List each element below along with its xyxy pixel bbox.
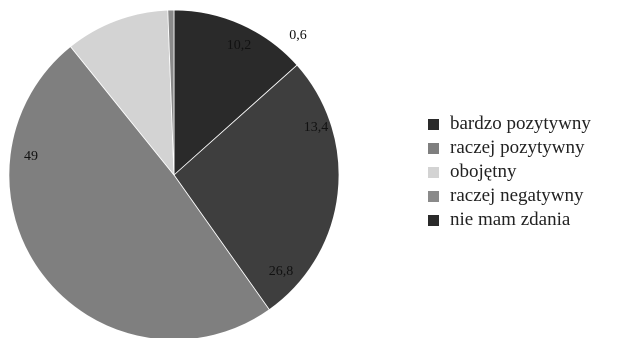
legend-swatch-raczej-negatywny — [428, 190, 439, 202]
legend-item-raczej-negatywny: raczej negatywny — [428, 184, 591, 208]
pie-slice-obojetny — [8, 45, 270, 338]
legend-swatch-nie-mam-zdania — [428, 214, 439, 226]
slice-value-label-raczej-pozytywny: 26,8 — [269, 264, 294, 279]
pie-slice-raczej-pozytywny — [173, 64, 340, 311]
legend-item-raczej-pozytywny: raczej pozytywny — [428, 136, 591, 160]
legend-label-raczej-negatywny: raczej negatywny — [450, 185, 584, 206]
legend-label-raczej-pozytywny: raczej pozytywny — [450, 137, 585, 158]
pie-slice-raczej-negatywny — [69, 9, 175, 177]
legend-label-obojetny: obojętny — [450, 161, 517, 182]
legend-swatch-raczej-pozytywny — [428, 142, 439, 154]
slice-value-label-nie-mam-zdania: 0,6 — [289, 28, 307, 43]
legend-item-bardzo-pozytywny: bardzo pozytywny — [428, 112, 591, 136]
pie-slice-bardzo-pozytywny — [173, 9, 298, 176]
slice-value-label-bardzo-pozytywny: 13,4 — [304, 120, 329, 135]
pie-slice-nie-mam-zdania — [167, 9, 175, 176]
legend: bardzo pozytywny raczej pozytywny obojęt… — [428, 112, 591, 232]
legend-swatch-bardzo-pozytywny — [428, 118, 439, 130]
legend-item-nie-mam-zdania: nie mam zdania — [428, 208, 591, 232]
legend-label-bardzo-pozytywny: bardzo pozytywny — [450, 113, 591, 134]
legend-label-nie-mam-zdania: nie mam zdania — [450, 209, 571, 230]
slice-value-label-raczej-negatywny: 10,2 — [227, 38, 252, 53]
legend-swatch-obojetny — [428, 166, 439, 178]
legend-item-obojetny: obojętny — [428, 160, 591, 184]
slice-value-label-obojetny: 49 — [24, 149, 38, 164]
